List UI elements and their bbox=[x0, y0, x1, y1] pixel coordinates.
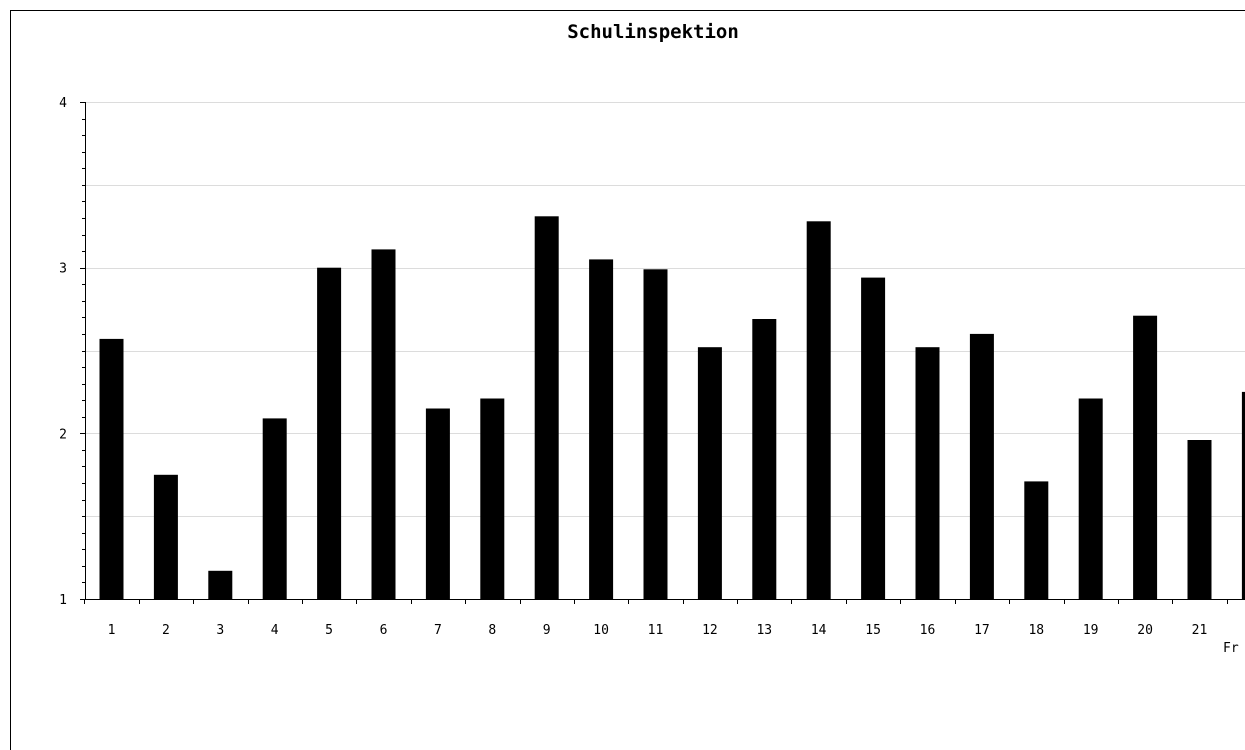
bar bbox=[100, 339, 124, 599]
x-tick-label: 15 bbox=[865, 623, 881, 638]
bar bbox=[589, 259, 613, 599]
x-tick-label: 3 bbox=[216, 623, 224, 638]
x-tick-label: 14 bbox=[811, 623, 827, 638]
bar bbox=[1133, 316, 1157, 599]
x-tick-label: 5 bbox=[325, 623, 333, 638]
bar bbox=[263, 418, 287, 599]
bar bbox=[644, 269, 668, 599]
bar bbox=[208, 571, 232, 599]
x-tick-label: 9 bbox=[543, 623, 551, 638]
bar bbox=[372, 249, 396, 599]
bar bbox=[752, 319, 776, 599]
x-tick-label: 17 bbox=[974, 623, 990, 638]
x-tick-label: 18 bbox=[1028, 623, 1044, 638]
x-tick-label: 19 bbox=[1083, 623, 1099, 638]
bar bbox=[317, 268, 341, 599]
x-tick-label: 11 bbox=[648, 623, 664, 638]
bar bbox=[698, 347, 722, 599]
bar bbox=[1024, 481, 1048, 599]
bar bbox=[1188, 440, 1212, 599]
x-tick-label: 8 bbox=[488, 623, 496, 638]
x-tick-label: 4 bbox=[271, 623, 279, 638]
x-tick-label: 6 bbox=[380, 623, 388, 638]
x-tick-label: 12 bbox=[702, 623, 718, 638]
y-tick-label: 4 bbox=[59, 96, 67, 111]
bar bbox=[970, 334, 994, 599]
x-tick-label: 10 bbox=[593, 623, 609, 638]
x-tick-label: 7 bbox=[434, 623, 442, 638]
bar bbox=[861, 278, 885, 599]
x-tick-label: 20 bbox=[1137, 623, 1153, 638]
x-axis-label: Fr bbox=[1223, 641, 1239, 656]
x-tick-label: 2 bbox=[162, 623, 170, 638]
bar bbox=[1079, 399, 1103, 600]
x-tick-label: 1 bbox=[108, 623, 116, 638]
y-tick-labels: 1 2 3 4 bbox=[59, 96, 67, 608]
x-tick-label: 16 bbox=[920, 623, 936, 638]
bar bbox=[916, 347, 940, 599]
bar bbox=[480, 399, 504, 600]
y-tick-label: 3 bbox=[59, 262, 67, 277]
bar bbox=[154, 475, 178, 599]
bars bbox=[100, 216, 1245, 599]
bar bbox=[807, 221, 831, 599]
bar bbox=[535, 216, 559, 599]
x-tick-labels: 12345678910111213141516171819202122 bbox=[108, 623, 1245, 638]
y-tick-label: 1 bbox=[59, 593, 67, 608]
y-tick-label: 2 bbox=[59, 427, 67, 442]
bar bbox=[426, 409, 450, 600]
x-tick-label: 13 bbox=[756, 623, 772, 638]
x-tick-label: 21 bbox=[1192, 623, 1208, 638]
chart-title: Schulinspektion bbox=[567, 21, 739, 43]
